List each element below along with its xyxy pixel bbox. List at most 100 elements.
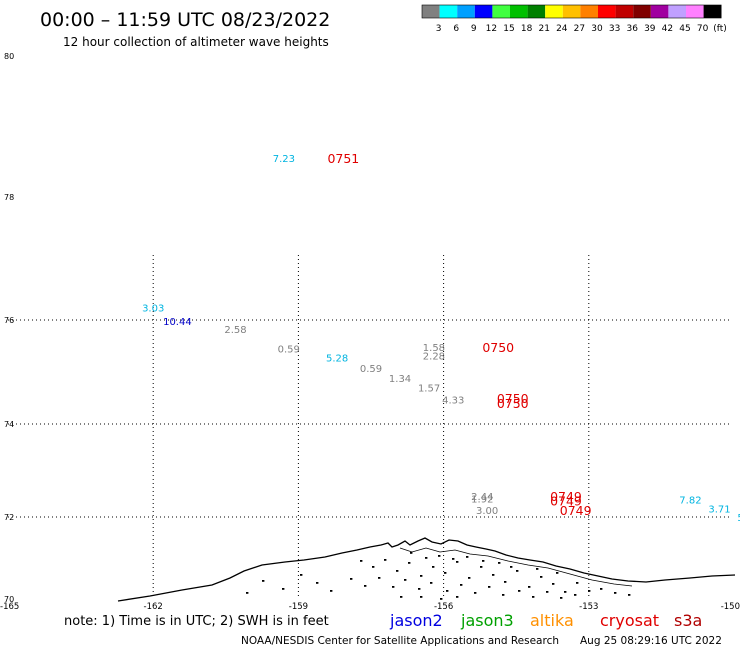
lake-marker [400, 596, 403, 598]
lake-marker [282, 588, 285, 590]
lake-marker [614, 592, 617, 594]
lake-marker [452, 558, 455, 560]
lake-marker [364, 585, 367, 587]
legend-label: 30 [591, 24, 603, 34]
map-subtitle: 12 hour collection of altimeter wave hei… [63, 35, 329, 49]
wave-height-value: 0.59 [278, 345, 300, 356]
map-title: 00:00 – 11:59 UTC 08/23/2022 [40, 9, 330, 31]
graticule [8, 255, 730, 599]
lake-marker [546, 591, 549, 593]
satellite-name: jason2 [389, 611, 443, 630]
legend-frame [421, 4, 722, 19]
lake-marker [408, 562, 411, 564]
lake-marker [440, 598, 443, 600]
pass-time: 0750 [497, 396, 529, 411]
legend-label: 45 [679, 24, 690, 34]
legend-label: 6 [453, 24, 459, 34]
longitude-label: -153 [579, 602, 598, 612]
lake-marker [262, 580, 265, 582]
lake-marker [438, 555, 441, 557]
lake-marker [384, 559, 387, 561]
legend-swatch [527, 5, 546, 18]
legend-label: 39 [644, 24, 656, 34]
lake-marker [404, 579, 407, 581]
lake-marker [576, 582, 579, 584]
legend-label: 24 [556, 24, 568, 34]
wave-height-value: 4.33 [442, 396, 464, 407]
legend-swatch [492, 5, 510, 18]
lake-marker [430, 582, 433, 584]
legend-swatch [545, 5, 563, 18]
legend-swatch [598, 5, 616, 18]
alaska-coastline [117, 537, 736, 602]
lake-marker [482, 560, 485, 562]
wave-height-value: 10.44 [163, 317, 192, 328]
lake-marker [456, 561, 459, 563]
footer-credit: NOAA/NESDIS Center for Satellite Applica… [241, 635, 559, 647]
lake-marker [372, 566, 375, 568]
legend-unit: (ft) [713, 24, 727, 34]
longitude-label: -156 [434, 602, 453, 612]
lake-marker [466, 556, 469, 558]
lake-marker [540, 576, 543, 578]
pass-time: 0749 [550, 494, 582, 509]
pass-time: 0750 [482, 340, 514, 355]
legend-swatch [439, 5, 458, 18]
latitude-label: 78 [4, 193, 14, 202]
lake-marker [556, 572, 559, 574]
lake-marker [330, 590, 333, 592]
legend-label: 21 [538, 24, 549, 34]
satellite-name: jason3 [460, 611, 514, 630]
lake-marker [392, 586, 395, 588]
axis-labels: 80 78 76 74 72 70-165 -162 -159 -156 -153 -150 [0, 52, 740, 612]
legend-swatch [474, 5, 493, 18]
satellite-name: cryosat [600, 611, 659, 630]
lake-marker [444, 572, 447, 574]
lake-marker [502, 594, 505, 596]
wave-height-value: 1.92 [471, 494, 493, 505]
legend-swatch [510, 5, 528, 18]
lake-marker [588, 590, 591, 592]
legend-swatch [457, 5, 475, 18]
wave-height-value: 1.58 [423, 343, 445, 354]
legend-swatch [650, 5, 669, 18]
lake-marker [574, 594, 577, 596]
legend-swatch [703, 5, 722, 18]
lake-marker [564, 591, 567, 593]
tundra-lakes [246, 552, 631, 600]
lake-marker [420, 596, 423, 598]
lake-marker [425, 557, 428, 559]
footer-timestamp: Aug 25 08:29:16 UTC 2022 [580, 635, 722, 647]
latitude-label: 72 [4, 513, 14, 522]
lake-marker [316, 582, 319, 584]
wave-height-value: 0.59 [360, 364, 382, 375]
wave-height-labels: 7.23 3.03 10.44 2.58 0.59 5.28 0.59 1.34 1.57 1.5… [142, 154, 740, 524]
wave-height-value: 2.28 [423, 351, 445, 362]
lake-marker [410, 552, 413, 554]
wave-height-value: 7.82 [679, 495, 701, 506]
lake-marker [516, 570, 519, 572]
legend-label: 12 [486, 24, 497, 34]
satellite-legend: jason2 jason3 altika cryosat s3a [389, 611, 702, 630]
lake-marker [480, 566, 483, 568]
legend-label: 42 [662, 24, 673, 34]
latitude-label: 76 [4, 316, 14, 325]
lake-marker [460, 584, 463, 586]
legend-swatch [633, 5, 651, 18]
lake-marker [488, 586, 491, 588]
lake-marker [468, 577, 471, 579]
lake-marker [504, 581, 507, 583]
legend-label: 70 [697, 24, 709, 34]
lake-marker [432, 566, 435, 568]
lake-marker [536, 568, 539, 570]
satellite-name: altika [530, 611, 574, 630]
pass-time: 0751 [327, 151, 359, 166]
wave-height-value: 2.58 [224, 325, 246, 336]
legend-swatch [580, 5, 598, 18]
lake-marker [628, 594, 631, 596]
legend-swatch [615, 5, 634, 18]
satellite-name: s3a [674, 611, 702, 630]
